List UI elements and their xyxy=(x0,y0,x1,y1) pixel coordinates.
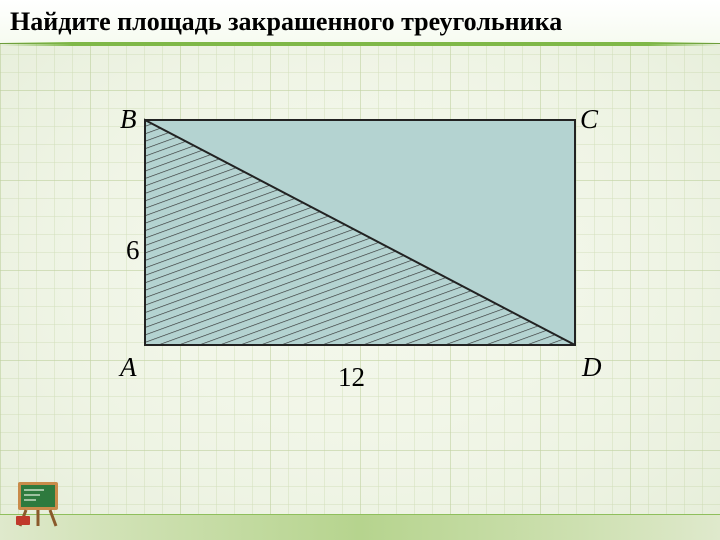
chalkboard-icon xyxy=(14,478,66,528)
vertex-label-B: В xyxy=(120,104,137,135)
page-title: Найдите площадь закрашенного треугольник… xyxy=(10,7,562,37)
vertex-label-C: С xyxy=(580,104,598,135)
title-bar: Найдите площадь закрашенного треугольник… xyxy=(0,0,720,44)
dimension-width: 12 xyxy=(338,362,365,393)
vertex-label-D: D xyxy=(582,352,602,383)
geometry-diagram xyxy=(0,0,720,540)
dimension-height: 6 xyxy=(126,235,140,266)
vertex-label-A: А xyxy=(120,352,137,383)
title-underline xyxy=(0,42,720,46)
footer-band xyxy=(0,514,720,540)
